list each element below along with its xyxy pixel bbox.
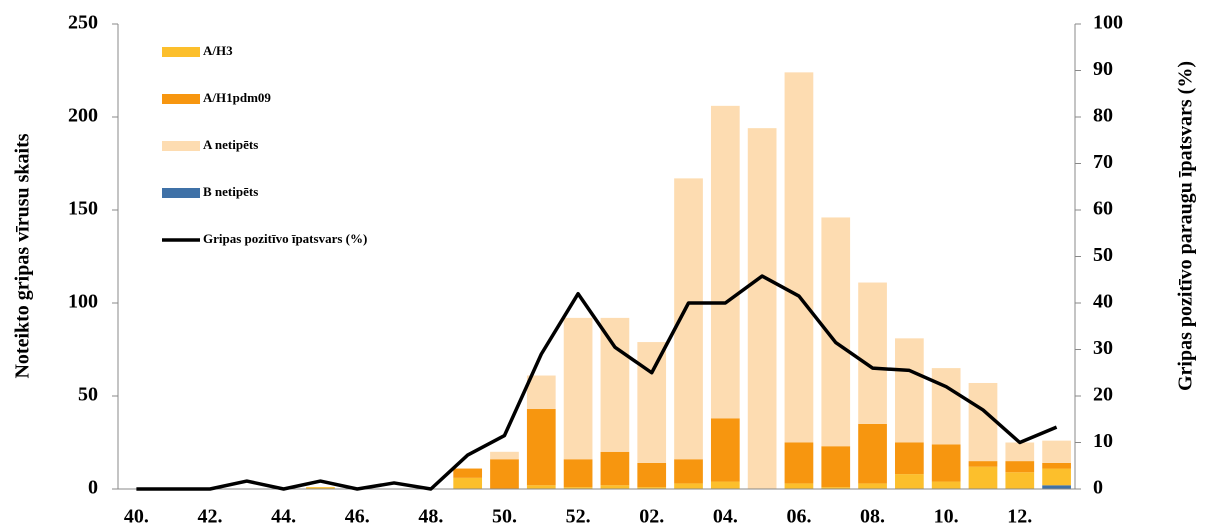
bar-segment — [895, 338, 924, 443]
bar-segment — [490, 451, 519, 460]
bar-segment — [600, 451, 630, 486]
bar-segment — [895, 474, 924, 489]
x-tick-label: 40. — [124, 506, 149, 528]
bar-segment — [563, 317, 593, 460]
bar-segment — [784, 72, 814, 443]
bar-segment — [710, 418, 740, 482]
y2-tick-label: 40 — [1093, 291, 1113, 313]
legend-label: A/H1pdm09 — [203, 90, 271, 105]
bar-segment — [931, 444, 961, 482]
x-tick-label: 10. — [934, 506, 959, 528]
bar-segment — [784, 442, 814, 484]
y-axis-title: Noteikto gripas vīrusu skaits — [12, 133, 34, 378]
x-tick-label: 50. — [492, 506, 517, 528]
legend-swatch — [162, 188, 200, 198]
bar-segment — [1042, 440, 1071, 463]
bar-segment — [1005, 461, 1035, 473]
y2-tick-label: 0 — [1093, 477, 1103, 499]
y2-tick-label: 20 — [1093, 384, 1113, 406]
y2-tick-label: 10 — [1093, 430, 1113, 452]
bar-segment — [821, 487, 851, 489]
bar-segment — [858, 423, 887, 484]
legend-swatch — [162, 94, 200, 104]
bar-segment — [600, 317, 630, 452]
bar-segment — [1005, 472, 1035, 489]
y-tick-label: 150 — [68, 198, 98, 220]
bar-segment — [1042, 485, 1071, 489]
bar-segment — [526, 485, 556, 489]
bar-segment — [637, 342, 667, 463]
legend-label: Gripas pozitīvo īpatsvars (%) — [203, 231, 367, 246]
y-tick-label: 100 — [68, 291, 98, 313]
y-tick-label: 0 — [88, 477, 98, 499]
legend-swatch — [162, 141, 200, 151]
x-tick-label: 04. — [713, 506, 738, 528]
y2-tick-label: 70 — [1093, 151, 1113, 173]
y-tick-label: 250 — [68, 12, 98, 34]
bar-segment — [968, 466, 998, 489]
y2-tick-label: 50 — [1093, 244, 1113, 266]
y2-tick-label: 90 — [1093, 58, 1113, 80]
x-tick-label: 42. — [198, 506, 223, 528]
bar-segment — [526, 409, 556, 486]
x-tick-label: 12. — [1007, 506, 1032, 528]
bar-segment — [747, 128, 777, 489]
bar-segment — [895, 442, 924, 475]
bar-segment — [968, 382, 998, 462]
bar-segment — [821, 446, 851, 488]
legend-label: A/H3 — [203, 43, 233, 58]
y-tick-label: 200 — [68, 105, 98, 127]
bar-segment — [784, 483, 814, 489]
legend-label: A netipēts — [203, 137, 258, 152]
x-tick-label: 52. — [566, 506, 591, 528]
bar-segment — [490, 459, 519, 489]
bar-segment — [674, 459, 703, 484]
bar-segment — [306, 487, 335, 489]
x-tick-label: 06. — [786, 506, 811, 528]
bar-segment — [1005, 442, 1035, 462]
line — [136, 274, 1058, 491]
y2-tick-label: 80 — [1093, 105, 1113, 127]
bar-segment — [637, 487, 667, 489]
y-tick-label: 50 — [78, 384, 98, 406]
bar-segment — [710, 105, 740, 419]
y2-tick-label: 30 — [1093, 337, 1113, 359]
bar-segment — [858, 483, 887, 489]
bar-segment — [453, 477, 483, 489]
x-tick-label: 46. — [345, 506, 370, 528]
bar-segment — [1042, 468, 1071, 486]
bar-segment — [931, 368, 961, 445]
bar-segment — [453, 468, 483, 478]
legend-swatch — [162, 47, 200, 57]
x-tick-label: 08. — [860, 506, 885, 528]
x-tick-label: 44. — [271, 506, 296, 528]
legend-label: B netipēts — [203, 184, 258, 199]
bar-segment — [563, 487, 593, 489]
bar-segment — [637, 462, 667, 488]
bar-segment — [931, 481, 961, 489]
bar-segment — [674, 483, 703, 489]
y2-tick-label: 60 — [1093, 198, 1113, 220]
bar-segment — [710, 481, 740, 489]
bar-segment — [1042, 462, 1071, 469]
bar-segment — [858, 282, 887, 424]
bar-segment — [968, 461, 998, 467]
bar-segment — [563, 459, 593, 488]
bar-segment — [526, 375, 556, 410]
y2-axis-title: Gripas pozitīvo paraugu īpatsvars (%) — [1175, 61, 1197, 391]
bar-segment — [600, 485, 630, 489]
x-tick-label: 02. — [639, 506, 664, 528]
y2-tick-label: 100 — [1093, 12, 1123, 34]
x-tick-label: 48. — [418, 506, 443, 528]
